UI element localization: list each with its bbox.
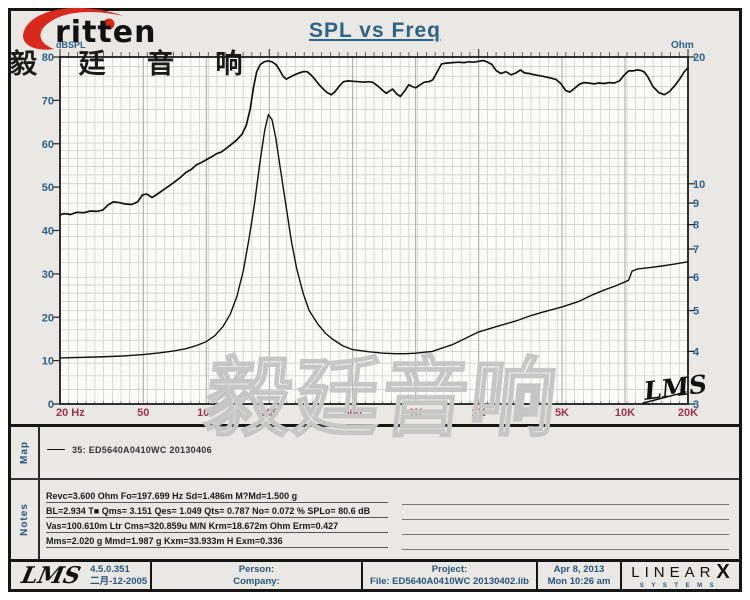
brand-name: ritten bbox=[55, 15, 157, 50]
linearx-systems: SYSTEMS bbox=[639, 583, 722, 589]
notes-content: Revc=3.600 Ohm Fo=197.699 Hz Sd=1.486m M… bbox=[40, 480, 739, 559]
brand-chinese-name: 毅 廷 音 响 bbox=[10, 49, 260, 79]
note-row: Vas=100.610m Ltr Cms=320.859u M/N Krm=18… bbox=[46, 519, 729, 535]
map-legend: 35: ED5640A0410WC 20130406 bbox=[40, 421, 739, 478]
map-band: Map 35: ED5640A0410WC 20130406 bbox=[11, 424, 739, 478]
company-label: Company: bbox=[233, 575, 280, 587]
note-row: BL=2.934 T■ Qms= 3.151 Qes= 1.049 Qts= 0… bbox=[46, 504, 729, 520]
brand-swoosh-icon bbox=[23, 7, 124, 50]
footer-project-cell: Project: File: ED5640A0410WC 20130402.li… bbox=[363, 562, 538, 589]
note-rule bbox=[402, 537, 729, 550]
note-rule bbox=[402, 507, 729, 520]
report-time: Mon 10:26 am bbox=[547, 575, 611, 587]
footer-lms-cell: LMS 4.5.0.351 二月-12-2005 bbox=[11, 562, 152, 589]
lms-logo: LMS bbox=[18, 562, 83, 589]
notes-band: Notes Revc=3.600 Ohm Fo=197.699 Hz Sd=1.… bbox=[11, 478, 739, 559]
map-label: Map bbox=[19, 441, 30, 464]
footer-person-cell: Person: Company: bbox=[152, 562, 363, 589]
note-row: Revc=3.600 Ohm Fo=197.699 Hz Sd=1.486m M… bbox=[46, 489, 729, 505]
map-label-cell: Map bbox=[11, 427, 40, 478]
file-name: File: ED5640A0410WC 20130402.lib bbox=[370, 575, 529, 587]
legend-text: 35: ED5640A0410WC 20130406 bbox=[72, 444, 212, 455]
note-line-4: Mms=2.020 g Mmd=1.987 g Kxm=33.933m H Ex… bbox=[46, 536, 388, 548]
app-version: 4.5.0.351 bbox=[90, 564, 130, 576]
footer-date-cell: Apr 8, 2013 Mon 10:26 am bbox=[538, 562, 622, 589]
app-version-date: 二月-12-2005 bbox=[90, 575, 148, 587]
footer-bar: LMS 4.5.0.351 二月-12-2005 Person: Company… bbox=[11, 559, 739, 589]
footer-linearx-cell: LINEAR X SYSTEMS bbox=[622, 562, 739, 589]
page-title: SPL vs Freq bbox=[309, 19, 441, 42]
report-date: Apr 8, 2013 bbox=[553, 564, 605, 576]
note-line-3: Vas=100.610m Ltr Cms=320.859u M/N Krm=18… bbox=[46, 521, 388, 533]
linearx-logo: LINEAR X SYSTEMS bbox=[631, 562, 730, 589]
person-label: Person: bbox=[238, 564, 275, 576]
legend-line-sample bbox=[47, 449, 65, 450]
linearx-x: X bbox=[716, 562, 730, 583]
note-rule bbox=[402, 522, 729, 535]
notes-label: Notes bbox=[19, 503, 31, 536]
linearx-name: LINEAR bbox=[631, 563, 716, 581]
notes-label-cell: Notes bbox=[11, 480, 40, 559]
note-line-1: Revc=3.600 Ohm Fo=197.699 Hz Sd=1.486m M… bbox=[46, 491, 388, 503]
note-row: Mms=2.020 g Mmd=1.987 g Kxm=33.933m H Ex… bbox=[46, 534, 729, 550]
note-rule bbox=[402, 492, 729, 505]
note-line-2: BL=2.934 T■ Qms= 3.151 Qes= 1.049 Qts= 0… bbox=[46, 506, 388, 518]
project-label: Project: bbox=[431, 564, 468, 576]
brand-logo: ritten bbox=[12, 3, 192, 53]
